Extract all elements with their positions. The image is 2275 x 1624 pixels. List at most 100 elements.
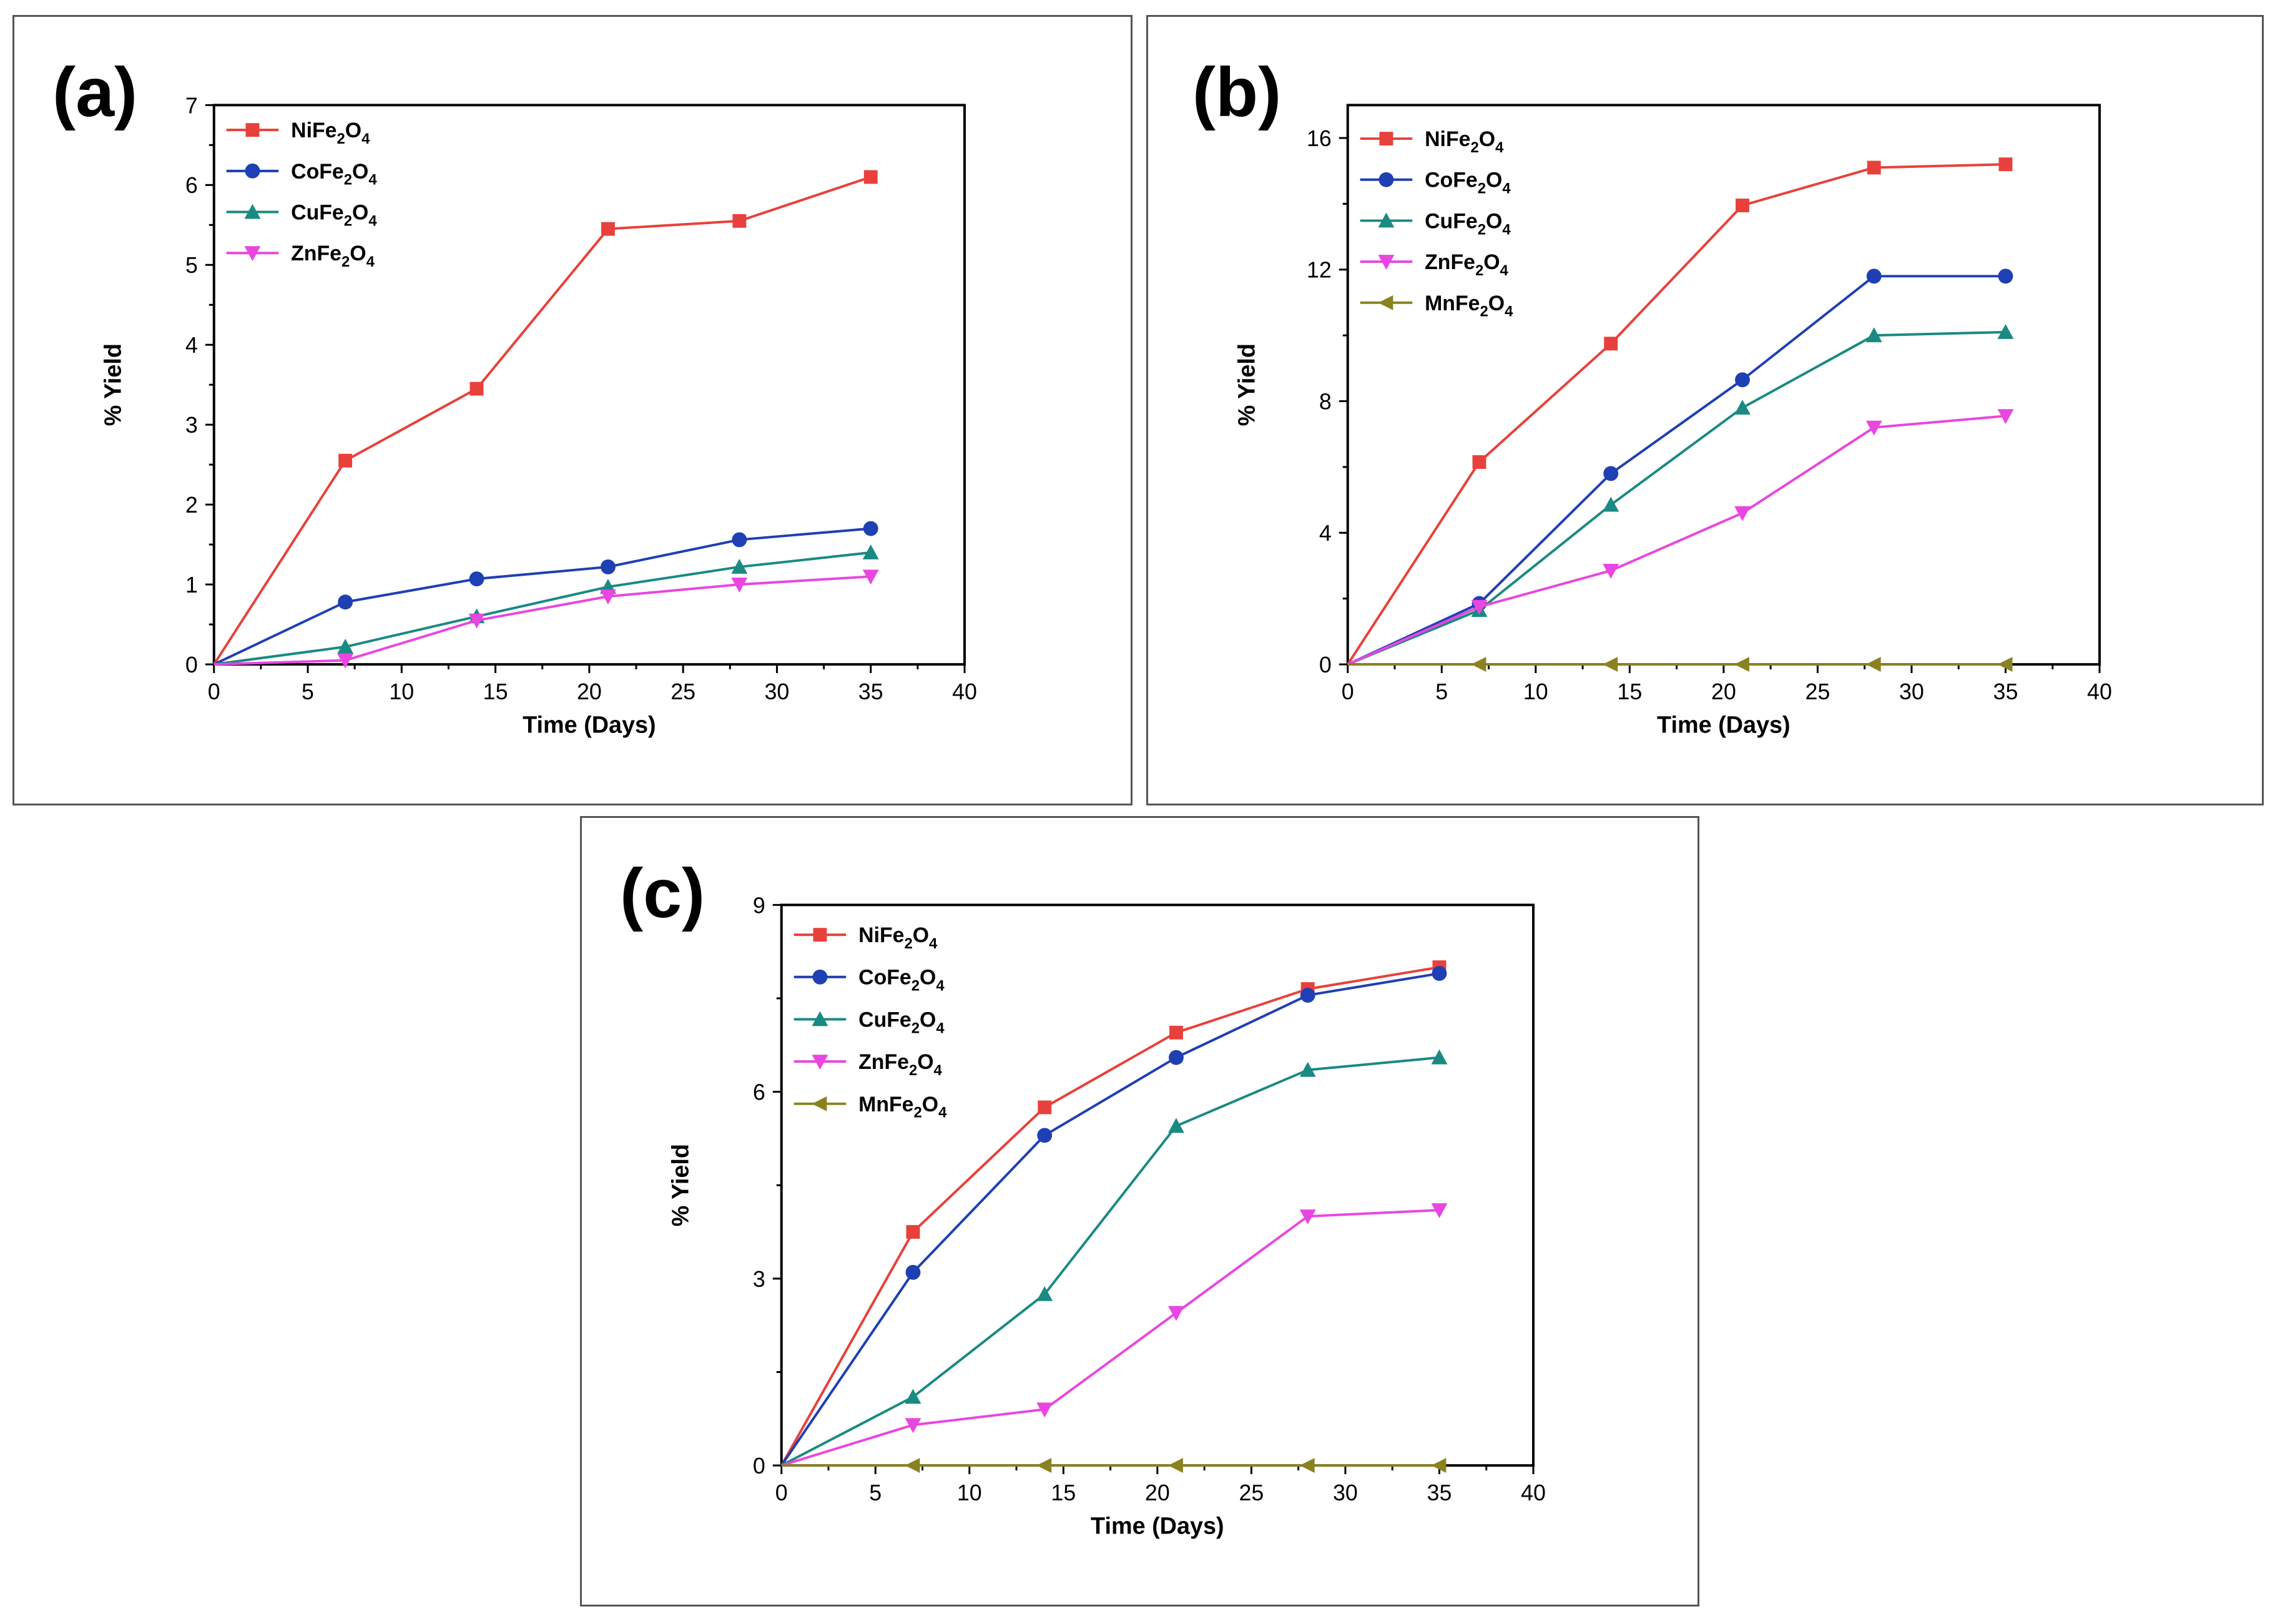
data-point [337, 638, 354, 654]
legend-label: NiFe2O4 [291, 119, 370, 147]
y-tick-label: 4 [185, 333, 198, 358]
x-tick-label: 10 [389, 679, 414, 704]
data-point [1998, 268, 2013, 284]
x-tick-label: 5 [1435, 679, 1448, 704]
data-point [1603, 657, 1618, 672]
series-line [214, 551, 871, 666]
data-point [905, 1389, 921, 1404]
data-point [862, 569, 879, 585]
y-tick-label: 16 [1307, 126, 1332, 151]
data-point [338, 594, 353, 610]
series-mnfe-b [1347, 657, 2013, 672]
x-tick-label: 5 [869, 1480, 882, 1505]
legend-marker [1378, 295, 1393, 310]
x-tick-label: 40 [2087, 679, 2112, 704]
data-point [1997, 657, 2013, 672]
legend-entry-znfe: ZnFe2O4 [1360, 250, 1509, 279]
legend-label: ZnFe2O4 [1425, 250, 1508, 279]
legend-entry-nife: NiFe2O4 [226, 119, 370, 147]
data-point [1300, 988, 1315, 1003]
data-point [863, 521, 878, 536]
data-point [1734, 657, 1749, 672]
x-tick-label: 25 [671, 679, 695, 704]
legend-marker [1378, 255, 1395, 270]
series-znfe-b [1347, 409, 2014, 666]
data-point [1036, 1402, 1053, 1418]
series-line [1347, 163, 2006, 666]
data-point [1867, 160, 1881, 175]
data-point [1471, 599, 1488, 615]
series-cofe-b [1347, 268, 2013, 666]
y-tick-label: 2 [185, 493, 198, 518]
y-axis-title-a: % Yield [100, 343, 126, 426]
data-point [1865, 657, 1881, 672]
panel-label-b: (b) [1192, 53, 1281, 131]
series-cofe-a [213, 521, 878, 666]
series-cufe-c [780, 1049, 1448, 1467]
legend-marker [812, 1055, 828, 1070]
series-line [780, 966, 1440, 1467]
legend-entry-cufe: CuFe2O4 [1360, 209, 1511, 238]
y-tick-label: 4 [1319, 521, 1332, 546]
y-axis-title-b: % Yield [1234, 343, 1260, 426]
data-point [338, 453, 353, 468]
data-point [1865, 327, 1882, 343]
x-tick-label: 40 [1521, 1480, 1546, 1505]
data-point [1472, 455, 1486, 469]
y-axis-title-c: % Yield [667, 1144, 694, 1226]
x-tick-label: 25 [1239, 1480, 1264, 1505]
legend-label: CuFe2O4 [291, 200, 377, 229]
data-point [905, 1458, 920, 1474]
x-tick-label: 0 [1342, 679, 1354, 704]
series-line [780, 972, 1440, 1467]
legend-marker [813, 928, 827, 942]
data-point [1735, 372, 1750, 388]
series-cufe-b [1347, 323, 2014, 666]
data-point [469, 381, 484, 396]
data-point [1603, 563, 1619, 579]
data-point [1997, 323, 2014, 339]
series-line [214, 575, 871, 666]
chart-panel-b: (b) 0 5 10 15 20 25 30 35 40 0 4 8 12 16 Time (Days) % Y… [1146, 15, 2264, 805]
legend-marker [812, 969, 828, 985]
legend-marker [245, 123, 260, 137]
legend-entry-nife: NiFe2O4 [794, 923, 938, 952]
data-point [600, 559, 616, 574]
data-point [1036, 1458, 1052, 1474]
x-tick-label: 20 [577, 679, 602, 704]
data-point [1865, 420, 1882, 436]
y-tick-label: 8 [1319, 389, 1332, 414]
chart-c-svg: (c) 0 5 10 15 20 25 30 35 40 0 3 6 9 Time (Days) % Yiel… [620, 854, 1546, 1539]
data-point [1169, 1050, 1184, 1065]
legend-label: NiFe2O4 [1425, 127, 1504, 156]
data-point [1431, 1203, 1448, 1219]
x-tick-label: 0 [208, 679, 220, 704]
data-point [1299, 1061, 1316, 1077]
legend-entry-znfe: ZnFe2O4 [794, 1050, 943, 1079]
series-znfe-a [214, 569, 879, 669]
x-tick-label: 35 [1993, 679, 2018, 704]
panel-label-a: (a) [52, 53, 137, 131]
data-point [1432, 966, 1447, 982]
legend-entry-nife: NiFe2O4 [1360, 127, 1504, 156]
series-line [1347, 415, 2006, 666]
data-point [1168, 1118, 1184, 1133]
legend-label: CoFe2O4 [291, 160, 377, 189]
legend-entry-znfe: ZnFe2O4 [226, 242, 375, 270]
data-point [1299, 1209, 1316, 1225]
x-tick-label: 35 [858, 679, 883, 704]
y-tick-label: 9 [753, 893, 765, 918]
data-point [601, 222, 615, 236]
y-tick-label: 0 [753, 1454, 765, 1479]
series-line [1347, 275, 2006, 666]
data-point [599, 589, 616, 605]
legend-marker [1379, 132, 1393, 146]
legend-entry-mnfe: MnFe2O4 [1360, 292, 1513, 320]
x-tick-label: 0 [775, 1480, 788, 1505]
legend-marker [245, 163, 260, 179]
data-point [468, 613, 485, 629]
legend-marker [244, 246, 261, 262]
series-mnfe-c [781, 1458, 1447, 1474]
series-line [213, 175, 872, 666]
x-tick-label: 30 [1899, 679, 1924, 704]
